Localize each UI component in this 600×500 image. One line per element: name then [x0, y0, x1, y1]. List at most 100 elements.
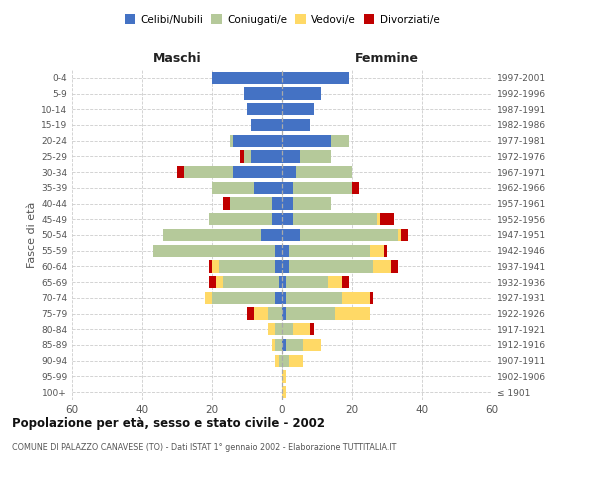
Bar: [268, 308, 282, 320]
Bar: [282, 323, 293, 336]
Bar: [251, 150, 282, 162]
Bar: [261, 229, 282, 241]
Bar: [254, 182, 282, 194]
Bar: [268, 323, 275, 336]
Bar: [299, 150, 331, 162]
Bar: [398, 229, 401, 241]
Bar: [289, 244, 370, 257]
Bar: [229, 198, 271, 209]
Bar: [293, 323, 310, 336]
Bar: [391, 260, 398, 272]
Bar: [282, 88, 320, 100]
Bar: [341, 292, 370, 304]
Bar: [383, 244, 387, 257]
Bar: [370, 292, 373, 304]
Bar: [247, 308, 254, 320]
Bar: [282, 339, 286, 351]
Bar: [289, 354, 303, 367]
Bar: [377, 213, 380, 226]
Bar: [209, 213, 271, 226]
Legend: Celibi/Nubili, Coniugati/e, Vedovi/e, Divorziati/e: Celibi/Nubili, Coniugati/e, Vedovi/e, Di…: [121, 10, 443, 29]
Bar: [286, 339, 303, 351]
Bar: [328, 276, 341, 288]
Bar: [352, 182, 359, 194]
Bar: [275, 292, 282, 304]
Bar: [286, 308, 335, 320]
Bar: [282, 260, 289, 272]
Bar: [251, 119, 282, 131]
Bar: [282, 119, 310, 131]
Bar: [212, 72, 282, 84]
Bar: [282, 370, 286, 382]
Bar: [229, 134, 233, 147]
Bar: [209, 276, 215, 288]
Bar: [282, 354, 289, 367]
Bar: [271, 198, 282, 209]
Text: Femmine: Femmine: [355, 52, 419, 65]
Bar: [271, 339, 275, 351]
Bar: [282, 166, 296, 178]
Bar: [373, 260, 391, 272]
Bar: [152, 244, 275, 257]
Bar: [380, 213, 394, 226]
Bar: [282, 229, 299, 241]
Bar: [209, 260, 212, 272]
Bar: [240, 150, 244, 162]
Bar: [282, 182, 293, 194]
Bar: [282, 276, 286, 288]
Bar: [244, 150, 251, 162]
Bar: [163, 229, 261, 241]
Bar: [282, 292, 286, 304]
Bar: [282, 103, 314, 116]
Bar: [331, 134, 349, 147]
Bar: [282, 244, 289, 257]
Bar: [299, 229, 398, 241]
Bar: [271, 213, 282, 226]
Bar: [233, 166, 282, 178]
Bar: [401, 229, 408, 241]
Bar: [278, 354, 282, 367]
Bar: [370, 244, 383, 257]
Bar: [205, 292, 212, 304]
Bar: [289, 260, 373, 272]
Bar: [233, 134, 282, 147]
Bar: [247, 103, 282, 116]
Bar: [275, 339, 282, 351]
Text: COMUNE DI PALAZZO CANAVESE (TO) - Dati ISTAT 1° gennaio 2002 - Elaborazione TUTT: COMUNE DI PALAZZO CANAVESE (TO) - Dati I…: [12, 442, 397, 452]
Bar: [293, 198, 331, 209]
Bar: [341, 276, 349, 288]
Bar: [310, 323, 314, 336]
Bar: [282, 198, 293, 209]
Bar: [177, 166, 184, 178]
Bar: [282, 134, 331, 147]
Y-axis label: Fasce di età: Fasce di età: [27, 202, 37, 268]
Bar: [275, 323, 282, 336]
Bar: [275, 354, 278, 367]
Bar: [282, 386, 286, 398]
Bar: [244, 88, 282, 100]
Bar: [223, 276, 278, 288]
Bar: [282, 150, 299, 162]
Bar: [293, 213, 377, 226]
Bar: [212, 292, 275, 304]
Bar: [296, 166, 352, 178]
Text: Popolazione per età, sesso e stato civile - 2002: Popolazione per età, sesso e stato civil…: [12, 418, 325, 430]
Bar: [184, 166, 233, 178]
Bar: [303, 339, 320, 351]
Bar: [215, 276, 223, 288]
Bar: [219, 260, 275, 272]
Bar: [212, 182, 254, 194]
Bar: [286, 292, 341, 304]
Bar: [293, 182, 352, 194]
Bar: [286, 276, 328, 288]
Text: Maschi: Maschi: [152, 52, 202, 65]
Bar: [282, 213, 293, 226]
Bar: [275, 260, 282, 272]
Bar: [278, 276, 282, 288]
Bar: [275, 244, 282, 257]
Bar: [223, 198, 229, 209]
Bar: [212, 260, 219, 272]
Bar: [282, 72, 349, 84]
Bar: [254, 308, 268, 320]
Bar: [335, 308, 370, 320]
